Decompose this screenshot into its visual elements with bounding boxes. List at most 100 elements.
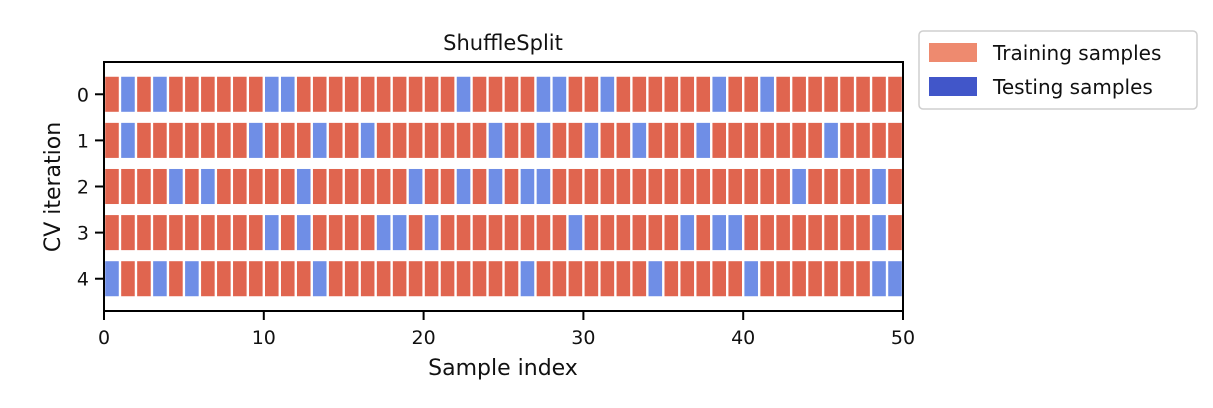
train-sample-cell-row-3-index-2 [137,215,151,251]
train-sample-cell-row-0-index-20 [424,76,439,112]
train-sample-cell-row-4-index-14 [328,261,343,297]
train-sample-cell-row-4-index-18 [392,261,407,297]
train-sample-cell-row-1-index-20 [424,122,439,158]
test-sample-cell-row-2-index-4 [169,168,183,205]
legend-swatch-training [929,43,977,62]
test-sample-cell-row-2-index-6 [201,168,215,205]
train-sample-cell-row-2-index-3 [153,168,167,205]
train-sample-cell-row-2-index-17 [376,168,391,205]
train-sample-cell-row-2-index-44 [808,168,822,205]
train-sample-cell-row-0-index-45 [824,76,838,112]
train-sample-cell-row-2-index-13 [312,168,327,205]
train-sample-cell-row-1-index-28 [552,122,567,158]
train-sample-cell-row-3-index-41 [760,215,774,251]
train-sample-cell-row-1-index-40 [744,122,758,158]
test-sample-cell-row-1-index-9 [249,122,263,158]
train-sample-cell-row-4-index-25 [504,261,519,297]
train-sample-cell-row-4-index-7 [217,261,231,297]
test-sample-cell-row-1-index-27 [536,122,551,158]
train-sample-cell-row-0-index-26 [520,76,535,112]
test-sample-cell-row-4-index-3 [153,261,167,297]
train-sample-cell-row-1-index-7 [217,122,231,158]
train-sample-cell-row-0-index-18 [392,76,407,112]
train-sample-cell-row-2-index-20 [424,168,439,205]
test-sample-cell-row-1-index-24 [488,122,503,158]
test-sample-cell-row-2-index-24 [488,168,503,205]
train-sample-cell-row-1-index-25 [504,122,519,158]
train-sample-cell-row-1-index-47 [856,122,870,158]
train-sample-cell-row-4-index-19 [408,261,423,297]
train-sample-cell-row-3-index-40 [744,215,758,251]
train-sample-cell-row-3-index-45 [824,215,838,251]
train-sample-cell-row-1-index-42 [776,122,790,158]
train-sample-cell-row-0-index-6 [201,76,215,112]
train-sample-cell-row-1-index-23 [472,122,487,158]
train-sample-cell-row-4-index-44 [808,261,822,297]
train-sample-cell-row-1-index-8 [233,122,247,158]
x-tick-label-40: 40 [731,327,755,349]
train-sample-cell-row-2-index-16 [360,168,375,205]
train-sample-cell-row-4-index-38 [712,261,727,297]
train-sample-cell-row-4-index-41 [760,261,774,297]
train-sample-cell-row-2-index-25 [504,168,519,205]
test-sample-cell-row-0-index-41 [760,76,774,112]
train-sample-cell-row-0-index-47 [856,76,870,112]
train-sample-cell-row-1-index-3 [153,122,167,158]
test-sample-cell-row-2-index-26 [520,168,535,205]
train-sample-cell-row-4-index-32 [616,261,631,297]
train-sample-cell-row-1-index-12 [296,122,311,158]
test-sample-cell-row-0-index-31 [600,76,615,112]
test-sample-cell-row-3-index-39 [728,215,742,251]
train-sample-cell-row-3-index-24 [488,215,503,251]
train-sample-cell-row-4-index-42 [776,261,790,297]
train-sample-cell-row-4-index-39 [728,261,742,297]
train-sample-cell-row-2-index-7 [217,168,231,205]
train-sample-cell-row-1-index-44 [808,122,822,158]
train-sample-cell-row-0-index-15 [344,76,359,112]
train-sample-cell-row-0-index-7 [217,76,231,112]
train-sample-cell-row-1-index-29 [568,122,583,158]
test-sample-cell-row-1-index-13 [312,122,327,158]
train-sample-cell-row-1-index-18 [392,122,407,158]
train-sample-cell-row-4-index-16 [360,261,375,297]
train-sample-cell-row-0-index-14 [328,76,343,112]
test-sample-cell-row-4-index-5 [185,261,199,297]
train-sample-cell-row-3-index-32 [616,215,631,251]
train-sample-cell-row-2-index-40 [744,168,758,205]
x-axis-label: Sample index [428,356,578,381]
train-sample-cell-row-2-index-34 [648,168,663,205]
train-sample-cell-row-0-index-21 [440,76,455,112]
test-sample-cell-row-0-index-10 [265,76,279,112]
train-sample-cell-row-1-index-21 [440,122,455,158]
train-sample-cell-row-2-index-32 [616,168,631,205]
test-sample-cell-row-2-index-12 [296,168,311,205]
train-sample-cell-row-0-index-49 [888,76,902,112]
x-tick-label-0: 0 [98,327,110,349]
train-sample-cell-row-1-index-26 [520,122,535,158]
train-sample-cell-row-4-index-8 [233,261,247,297]
test-sample-cell-row-3-index-12 [296,215,311,251]
y-tick-label-4: 4 [77,269,89,291]
train-sample-cell-row-4-index-4 [169,261,183,297]
train-sample-cell-row-2-index-8 [233,168,247,205]
train-sample-cell-row-4-index-27 [536,261,551,297]
y-tick-label-0: 0 [77,84,89,106]
train-sample-cell-row-2-index-39 [728,168,742,205]
train-sample-cell-row-2-index-31 [600,168,615,205]
train-sample-cell-row-4-index-30 [584,261,599,297]
train-sample-cell-row-4-index-22 [456,261,471,297]
train-sample-cell-row-3-index-15 [344,215,359,251]
train-sample-cell-row-3-index-25 [504,215,519,251]
test-sample-cell-row-3-index-10 [265,215,279,251]
train-sample-cell-row-2-index-14 [328,168,343,205]
train-sample-cell-row-0-index-19 [408,76,423,112]
train-sample-cell-row-3-index-31 [600,215,615,251]
train-sample-cell-row-0-index-43 [792,76,806,112]
train-sample-cell-row-3-index-42 [776,215,790,251]
train-sample-cell-row-1-index-34 [648,122,663,158]
train-sample-cell-row-2-index-30 [584,168,599,205]
train-sample-cell-row-3-index-0 [105,215,119,251]
train-sample-cell-row-1-index-36 [680,122,695,158]
train-sample-cell-row-2-index-10 [265,168,279,205]
test-sample-cell-row-3-index-29 [568,215,583,251]
